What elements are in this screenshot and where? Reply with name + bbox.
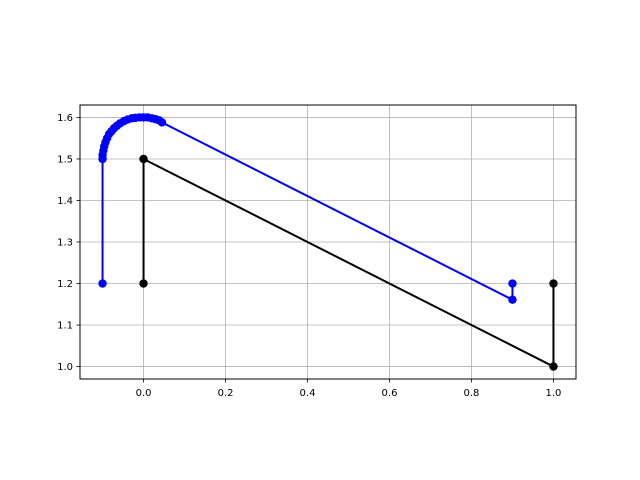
series-1-point bbox=[98, 279, 107, 288]
y-tick-label: 1.4 bbox=[57, 196, 73, 207]
y-axis-ticks: 1.0 1.1 1.2 1.3 1.4 1.5 1.6 bbox=[57, 113, 80, 373]
series-2-point bbox=[549, 279, 558, 288]
grid bbox=[80, 105, 576, 379]
x-tick-label: 1.0 bbox=[546, 388, 562, 399]
series-2-point bbox=[139, 279, 148, 288]
series-layer bbox=[98, 113, 558, 371]
series-2-point bbox=[139, 154, 148, 164]
y-tick-label: 1.2 bbox=[57, 279, 73, 290]
series-1-point bbox=[508, 295, 517, 304]
y-tick-label: 1.3 bbox=[57, 238, 73, 249]
series-1-point bbox=[508, 279, 517, 288]
x-tick-label: 0.4 bbox=[300, 388, 316, 399]
x-axis-ticks: 0.0 0.2 0.4 0.6 0.8 1.0 bbox=[136, 379, 562, 399]
series-2-line bbox=[142, 157, 555, 368]
y-tick-label: 1.6 bbox=[57, 113, 73, 124]
x-tick-label: 0.0 bbox=[136, 388, 152, 399]
series-2-point bbox=[549, 362, 558, 371]
y-tick-label: 1.5 bbox=[57, 155, 73, 166]
series-2 bbox=[139, 154, 558, 371]
y-tick-label: 1.0 bbox=[57, 362, 73, 373]
series-1 bbox=[98, 113, 517, 304]
x-tick-label: 0.2 bbox=[218, 388, 234, 399]
y-tick-label: 1.1 bbox=[57, 321, 73, 332]
x-tick-label: 0.6 bbox=[382, 388, 398, 399]
x-tick-label: 0.8 bbox=[464, 388, 480, 399]
series-1-point bbox=[157, 118, 167, 127]
